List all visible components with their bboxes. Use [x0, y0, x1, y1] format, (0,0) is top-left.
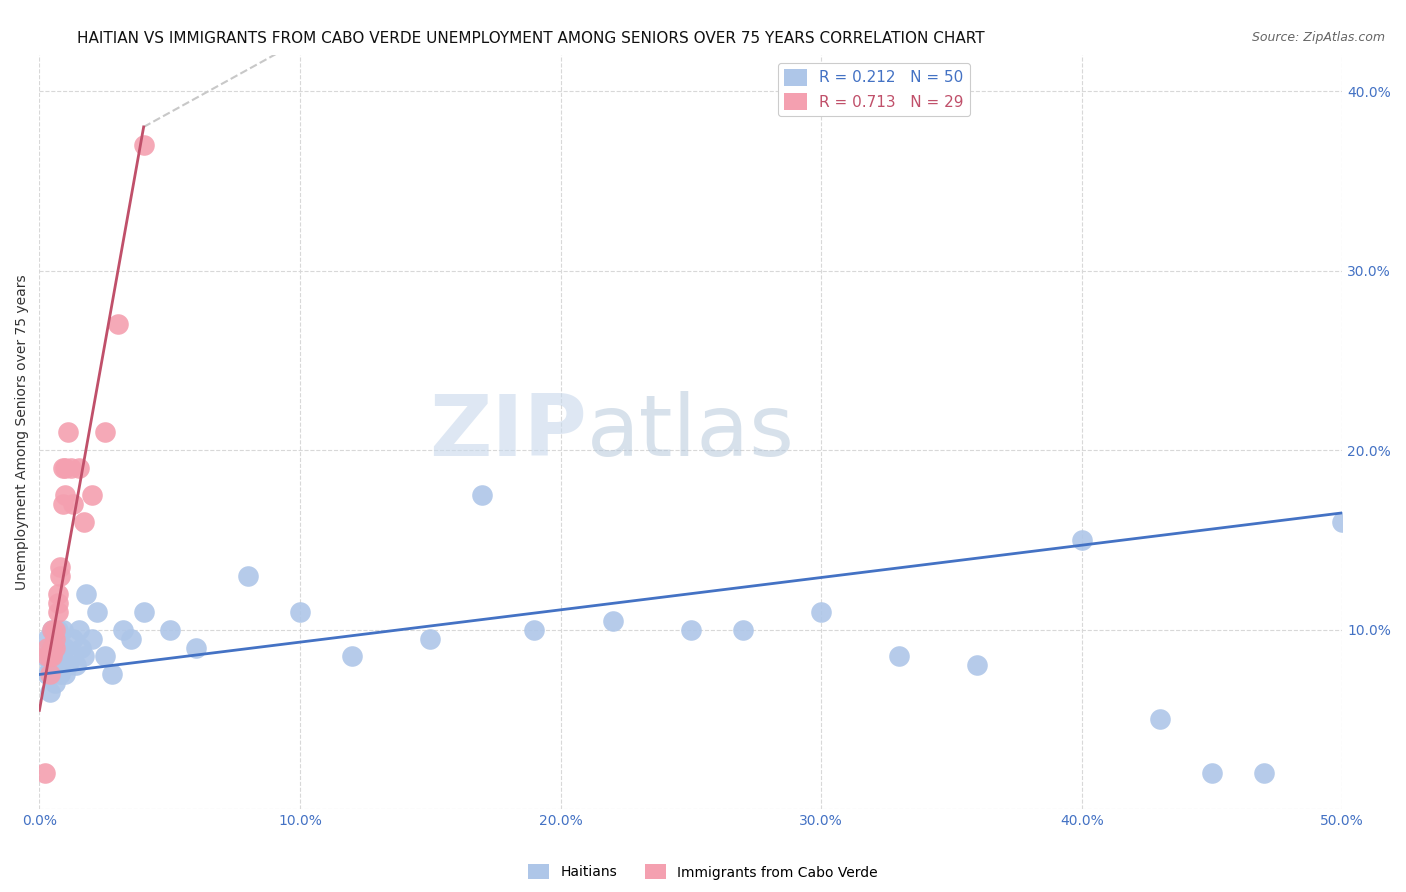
- Point: [67, 461, 90, 475]
- Point: [966, 658, 988, 673]
- Point: [41, 623, 63, 637]
- Point: [49, 568, 72, 582]
- Point: [288, 605, 311, 619]
- Point: [67, 623, 90, 637]
- Point: [73, 649, 96, 664]
- Point: [55, 667, 77, 681]
- Text: atlas: atlas: [586, 391, 794, 474]
- Point: [1331, 515, 1354, 529]
- Point: [93, 649, 115, 664]
- Point: [52, 497, 75, 511]
- Point: [46, 640, 69, 655]
- Point: [55, 640, 77, 655]
- Point: [46, 605, 69, 619]
- Legend: R = 0.212   N = 50, R = 0.713   N = 29: R = 0.212 N = 50, R = 0.713 N = 29: [778, 62, 970, 116]
- Point: [80, 632, 103, 646]
- Point: [59, 649, 82, 664]
- Point: [44, 632, 66, 646]
- Point: [44, 676, 66, 690]
- Point: [101, 667, 124, 681]
- Y-axis label: Unemployment Among Seniors over 75 years: Unemployment Among Seniors over 75 years: [15, 275, 30, 590]
- Point: [56, 658, 79, 673]
- Point: [62, 632, 84, 646]
- Point: [38, 667, 60, 681]
- Point: [34, 766, 56, 780]
- Point: [52, 461, 75, 475]
- Point: [44, 623, 66, 637]
- Point: [46, 596, 69, 610]
- Text: HAITIAN VS IMMIGRANTS FROM CABO VERDE UNEMPLOYMENT AMONG SENIORS OVER 75 YEARS C: HAITIAN VS IMMIGRANTS FROM CABO VERDE UN…: [77, 31, 986, 46]
- Point: [44, 640, 66, 655]
- Point: [37, 649, 59, 664]
- Point: [41, 649, 63, 664]
- Text: Source: ZipAtlas.com: Source: ZipAtlas.com: [1251, 31, 1385, 45]
- Point: [46, 587, 69, 601]
- Point: [120, 632, 142, 646]
- Point: [93, 425, 115, 439]
- Point: [602, 614, 624, 628]
- Point: [159, 623, 181, 637]
- Point: [55, 461, 77, 475]
- Point: [107, 318, 129, 332]
- Point: [419, 632, 441, 646]
- Point: [37, 667, 59, 681]
- Point: [49, 559, 72, 574]
- Point: [44, 649, 66, 664]
- Point: [679, 623, 702, 637]
- Legend: Haitians, Immigrants from Cabo Verde: Haitians, Immigrants from Cabo Verde: [523, 859, 883, 885]
- Text: ZIP: ZIP: [429, 391, 586, 474]
- Point: [38, 649, 60, 664]
- Point: [340, 649, 363, 664]
- Point: [41, 640, 63, 655]
- Point: [132, 605, 155, 619]
- Point: [75, 587, 97, 601]
- Point: [59, 461, 82, 475]
- Point: [1201, 766, 1223, 780]
- Point: [86, 605, 108, 619]
- Point: [80, 488, 103, 502]
- Point: [56, 425, 79, 439]
- Point: [38, 685, 60, 699]
- Point: [810, 605, 832, 619]
- Point: [184, 640, 207, 655]
- Point: [49, 667, 72, 681]
- Point: [37, 640, 59, 655]
- Point: [731, 623, 754, 637]
- Point: [73, 515, 96, 529]
- Point: [52, 623, 75, 637]
- Point: [46, 623, 69, 637]
- Point: [41, 640, 63, 655]
- Point: [889, 649, 911, 664]
- Point: [70, 640, 93, 655]
- Point: [1253, 766, 1275, 780]
- Point: [1070, 533, 1092, 547]
- Point: [65, 658, 87, 673]
- Point: [62, 497, 84, 511]
- Point: [49, 649, 72, 664]
- Point: [34, 649, 56, 664]
- Point: [1149, 712, 1171, 726]
- Point: [38, 658, 60, 673]
- Point: [41, 623, 63, 637]
- Point: [37, 632, 59, 646]
- Point: [236, 568, 259, 582]
- Point: [523, 623, 546, 637]
- Point: [55, 488, 77, 502]
- Point: [471, 488, 494, 502]
- Point: [111, 623, 134, 637]
- Point: [132, 137, 155, 152]
